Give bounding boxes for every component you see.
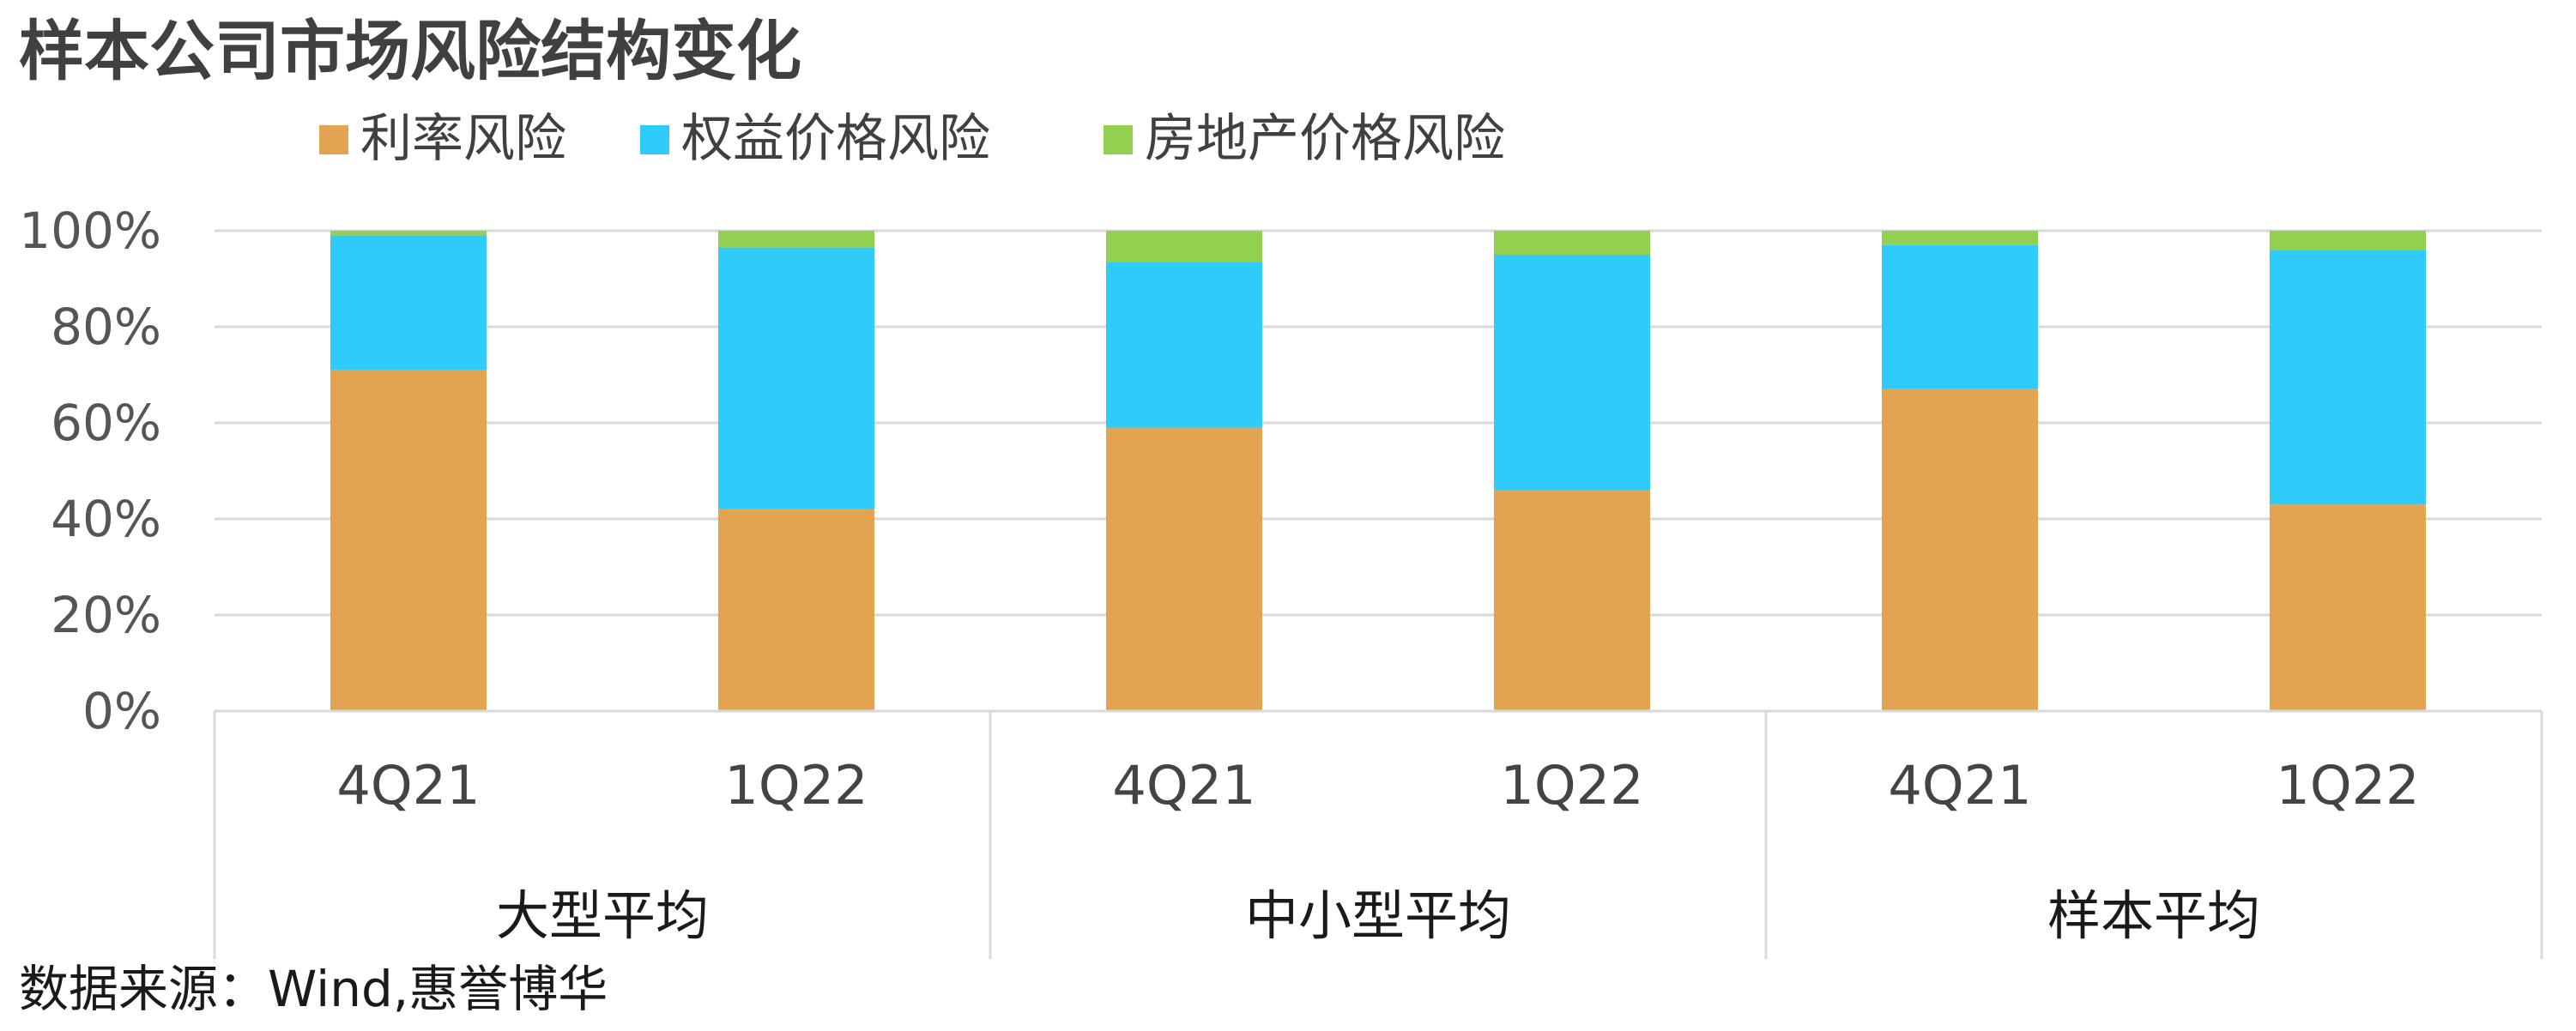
bar-4-series-3 xyxy=(1494,231,1650,255)
bar-6-series-3 xyxy=(2270,231,2426,250)
bar-1-series-2 xyxy=(330,235,487,371)
bar-5-series-2 xyxy=(1882,244,2038,389)
legend: 利率风险 权益价格风险 房地产价格风险 xyxy=(319,109,1505,169)
bar-2-series-1 xyxy=(718,509,874,711)
source-note: 数据来源：Wind,惠誉博华 xyxy=(19,960,608,1018)
y-tick-label-2: 40% xyxy=(51,490,161,548)
y-axis-ticks: 0% 20% 40% 60% 80% 100% xyxy=(19,202,161,740)
bar-6-series-1 xyxy=(2270,504,2426,711)
category-label-5: 4Q21 xyxy=(1888,754,2031,817)
legend-swatch-3 xyxy=(1104,125,1133,154)
bar-2-series-3 xyxy=(718,231,874,248)
category-label-3: 4Q21 xyxy=(1112,754,1255,817)
bar-4-series-1 xyxy=(1494,490,1650,711)
legend-swatch-2 xyxy=(640,125,669,154)
y-tick-label-0: 0% xyxy=(82,682,161,740)
category-label-2: 1Q22 xyxy=(724,754,868,817)
chart-title: 样本公司市场风险结构变化 xyxy=(19,13,801,89)
bar-4-series-2 xyxy=(1494,255,1650,491)
category-label-6: 1Q22 xyxy=(2276,754,2419,817)
bar-6-series-2 xyxy=(2270,250,2426,505)
bar-2-series-2 xyxy=(718,247,874,509)
bar-5-series-3 xyxy=(1882,231,2038,245)
y-tick-label-3: 60% xyxy=(51,394,161,452)
legend-label-2: 权益价格风险 xyxy=(681,109,990,169)
category-axis: 4Q21 1Q22 大型平均 4Q21 1Q22 中小型平均 4Q21 1Q22 样本平均 xyxy=(213,709,2543,959)
bar-5-series-1 xyxy=(1882,389,2038,711)
legend-label-3: 房地产价格风险 xyxy=(1145,109,1505,169)
group-label-3: 样本平均 xyxy=(2047,884,2260,947)
bar-3-series-2 xyxy=(1106,262,1262,428)
bar-1-series-3 xyxy=(330,231,487,236)
y-tick-label-1: 20% xyxy=(51,586,161,644)
bar-3-series-3 xyxy=(1106,231,1262,262)
group-label-1: 大型平均 xyxy=(496,884,709,947)
bar-1-series-1 xyxy=(330,370,487,711)
bar-3-series-1 xyxy=(1106,427,1262,711)
category-label-1: 4Q21 xyxy=(336,754,480,817)
y-tick-label-4: 80% xyxy=(51,298,161,356)
group-label-2: 中小型平均 xyxy=(1245,884,1511,947)
bars xyxy=(330,231,2426,711)
category-label-4: 1Q22 xyxy=(1500,754,1643,817)
y-tick-label-5: 100% xyxy=(19,202,161,260)
legend-swatch-1 xyxy=(319,125,348,154)
legend-label-1: 利率风险 xyxy=(360,109,566,169)
gridlines xyxy=(215,229,2542,713)
